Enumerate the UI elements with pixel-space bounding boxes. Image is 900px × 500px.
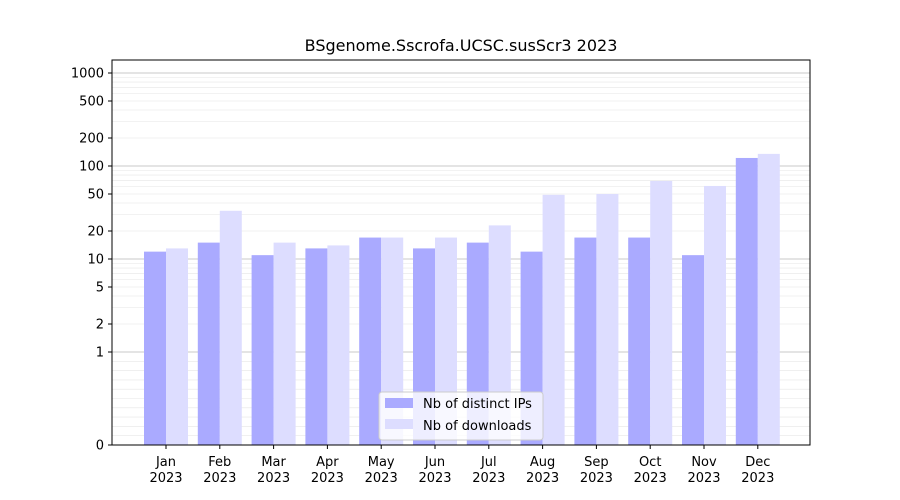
bar-distinct-ips [628,237,651,445]
y-tick-label: 5 [96,280,104,295]
bar-distinct-ips [144,251,166,445]
bar-layer [144,153,780,445]
bar-downloads [273,242,296,445]
y-tick-label: 100 [79,160,104,175]
legend: Nb of distinct IPs Nb of downloads [378,391,544,441]
legend-label-ips: Nb of distinct IPs [423,397,532,412]
x-tick-label: Feb 2023 [203,455,236,486]
bar-downloads [757,153,780,445]
legend-label-downloads: Nb of downloads [423,419,532,434]
bar-downloads [650,180,673,445]
axis-layer: Jan 2023 Feb 2023 Mar 2023 Apr 2023 May 2023 Jun 20… [71,67,774,487]
bar-downloads [219,210,242,445]
x-tick-label: Sep 2023 [580,455,613,486]
bar-distinct-ips [359,237,382,445]
x-tick-label: Jul 2023 [472,455,505,486]
bar-downloads [166,248,188,445]
bar-distinct-ips [251,255,274,445]
x-tick-label: Oct 2023 [634,455,667,486]
y-tick-label: 1 [96,346,104,361]
y-tick-label: 2 [96,318,104,333]
legend-frame [378,391,544,441]
legend-swatch-downloads [385,419,413,429]
y-tick-label: 1000 [71,67,104,82]
bar-distinct-ips [197,242,220,445]
plot-frame [111,59,811,446]
bar-downloads [327,245,350,445]
bar-distinct-ips [682,255,704,445]
y-tick-label: 50 [87,187,104,202]
bar-downloads [542,194,565,445]
x-tick-label: May 2023 [365,455,398,486]
bar-downloads [596,193,619,445]
x-tick-label: Jan 2023 [149,455,182,486]
y-tick-label: 200 [79,132,104,147]
x-tick-label: Aug 2023 [526,455,559,486]
legend-swatch-ips [385,398,413,408]
x-tick-label: Apr 2023 [311,455,344,486]
y-tick-label: 10 [87,253,104,268]
bar-distinct-ips [305,248,328,445]
x-tick-label: Jun 2023 [418,455,451,486]
y-tick-label: 20 [87,225,104,240]
bar-distinct-ips [735,157,758,445]
y-tick-label: 500 [79,94,104,109]
x-tick-label: Nov 2023 [687,455,720,486]
x-tick-label: Mar 2023 [257,455,290,486]
y-tick-label: 0 [96,439,104,454]
bar-distinct-ips [574,237,597,445]
chart-title: BSgenome.Sscrofa.UCSC.susScr3 2023 [305,36,618,55]
bar-downloads [704,185,726,445]
bar-downloads [488,225,511,445]
x-tick-label: Dec 2023 [741,455,774,486]
